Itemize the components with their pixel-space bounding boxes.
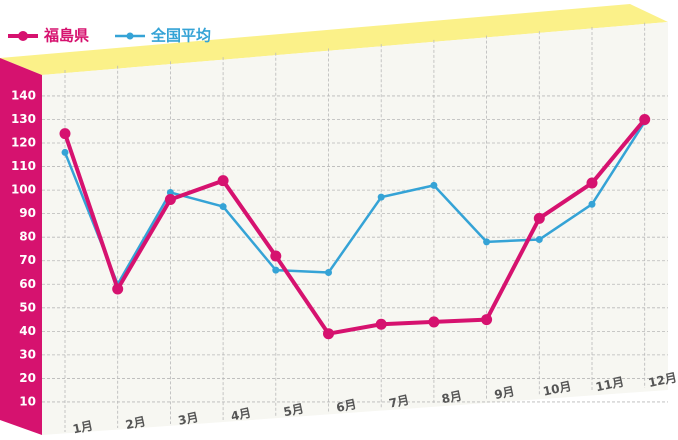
y-tick-label: 10 [19,394,36,408]
data-point [533,212,545,224]
x-tick-label: 10月 [542,379,573,399]
y-tick-label: 80 [19,230,36,244]
data-point [588,200,596,208]
data-point [377,193,385,201]
data-point [481,314,493,326]
legend-marker [18,31,28,41]
x-tick-label: 9月 [493,384,516,402]
data-point [375,318,387,330]
y-tick-label: 100 [11,183,36,197]
x-tick-label: 12月 [647,370,678,390]
x-tick-label: 1月 [71,419,94,437]
legend-marker [126,32,134,40]
y-tick-label: 120 [11,136,36,150]
y-tick-label: 130 [11,112,36,126]
data-point [217,175,229,187]
data-point [166,188,174,196]
series-line [63,118,647,336]
y-tick-label: 70 [19,253,36,267]
plot-face [42,22,668,435]
data-point [483,238,491,246]
x-tick-label: 2月 [124,414,147,432]
x-tick-label: 3月 [177,410,200,428]
x-tick-label: 8月 [440,388,463,406]
x-tick-label: 4月 [230,406,253,424]
data-point [59,128,71,140]
data-point [219,203,227,211]
data-point [323,328,334,340]
x-tick-label: 7月 [388,393,411,411]
data-point [272,266,280,274]
y-tick-label: 110 [11,159,36,173]
x-tick-label: 5月 [282,401,305,419]
data-point [112,283,124,295]
data-point [639,113,651,125]
data-point [270,250,282,262]
series-line [63,121,646,286]
y-tick-label: 60 [19,277,36,291]
y-tick-label: 90 [19,206,36,220]
data-point [61,148,69,156]
legend-label: 福島県 [43,27,89,45]
y-tick-label: 30 [19,347,36,361]
legend: 福島県 全国平均 [8,27,211,45]
data-point [164,194,176,206]
y-tick-label: 20 [19,371,36,385]
x-tick-label: 11月 [594,375,625,395]
data-point [325,268,332,276]
y-tick-label: 40 [19,324,36,338]
data-point [535,236,543,244]
data-point [428,316,440,328]
side-face [0,58,42,435]
data-point [586,177,598,189]
y-tick-label: 50 [19,300,36,314]
data-point [430,181,438,189]
y-tick-label: 140 [11,88,36,102]
top-face [0,4,668,75]
legend-label: 全国平均 [150,27,211,45]
x-tick-label: 6月 [335,397,358,415]
